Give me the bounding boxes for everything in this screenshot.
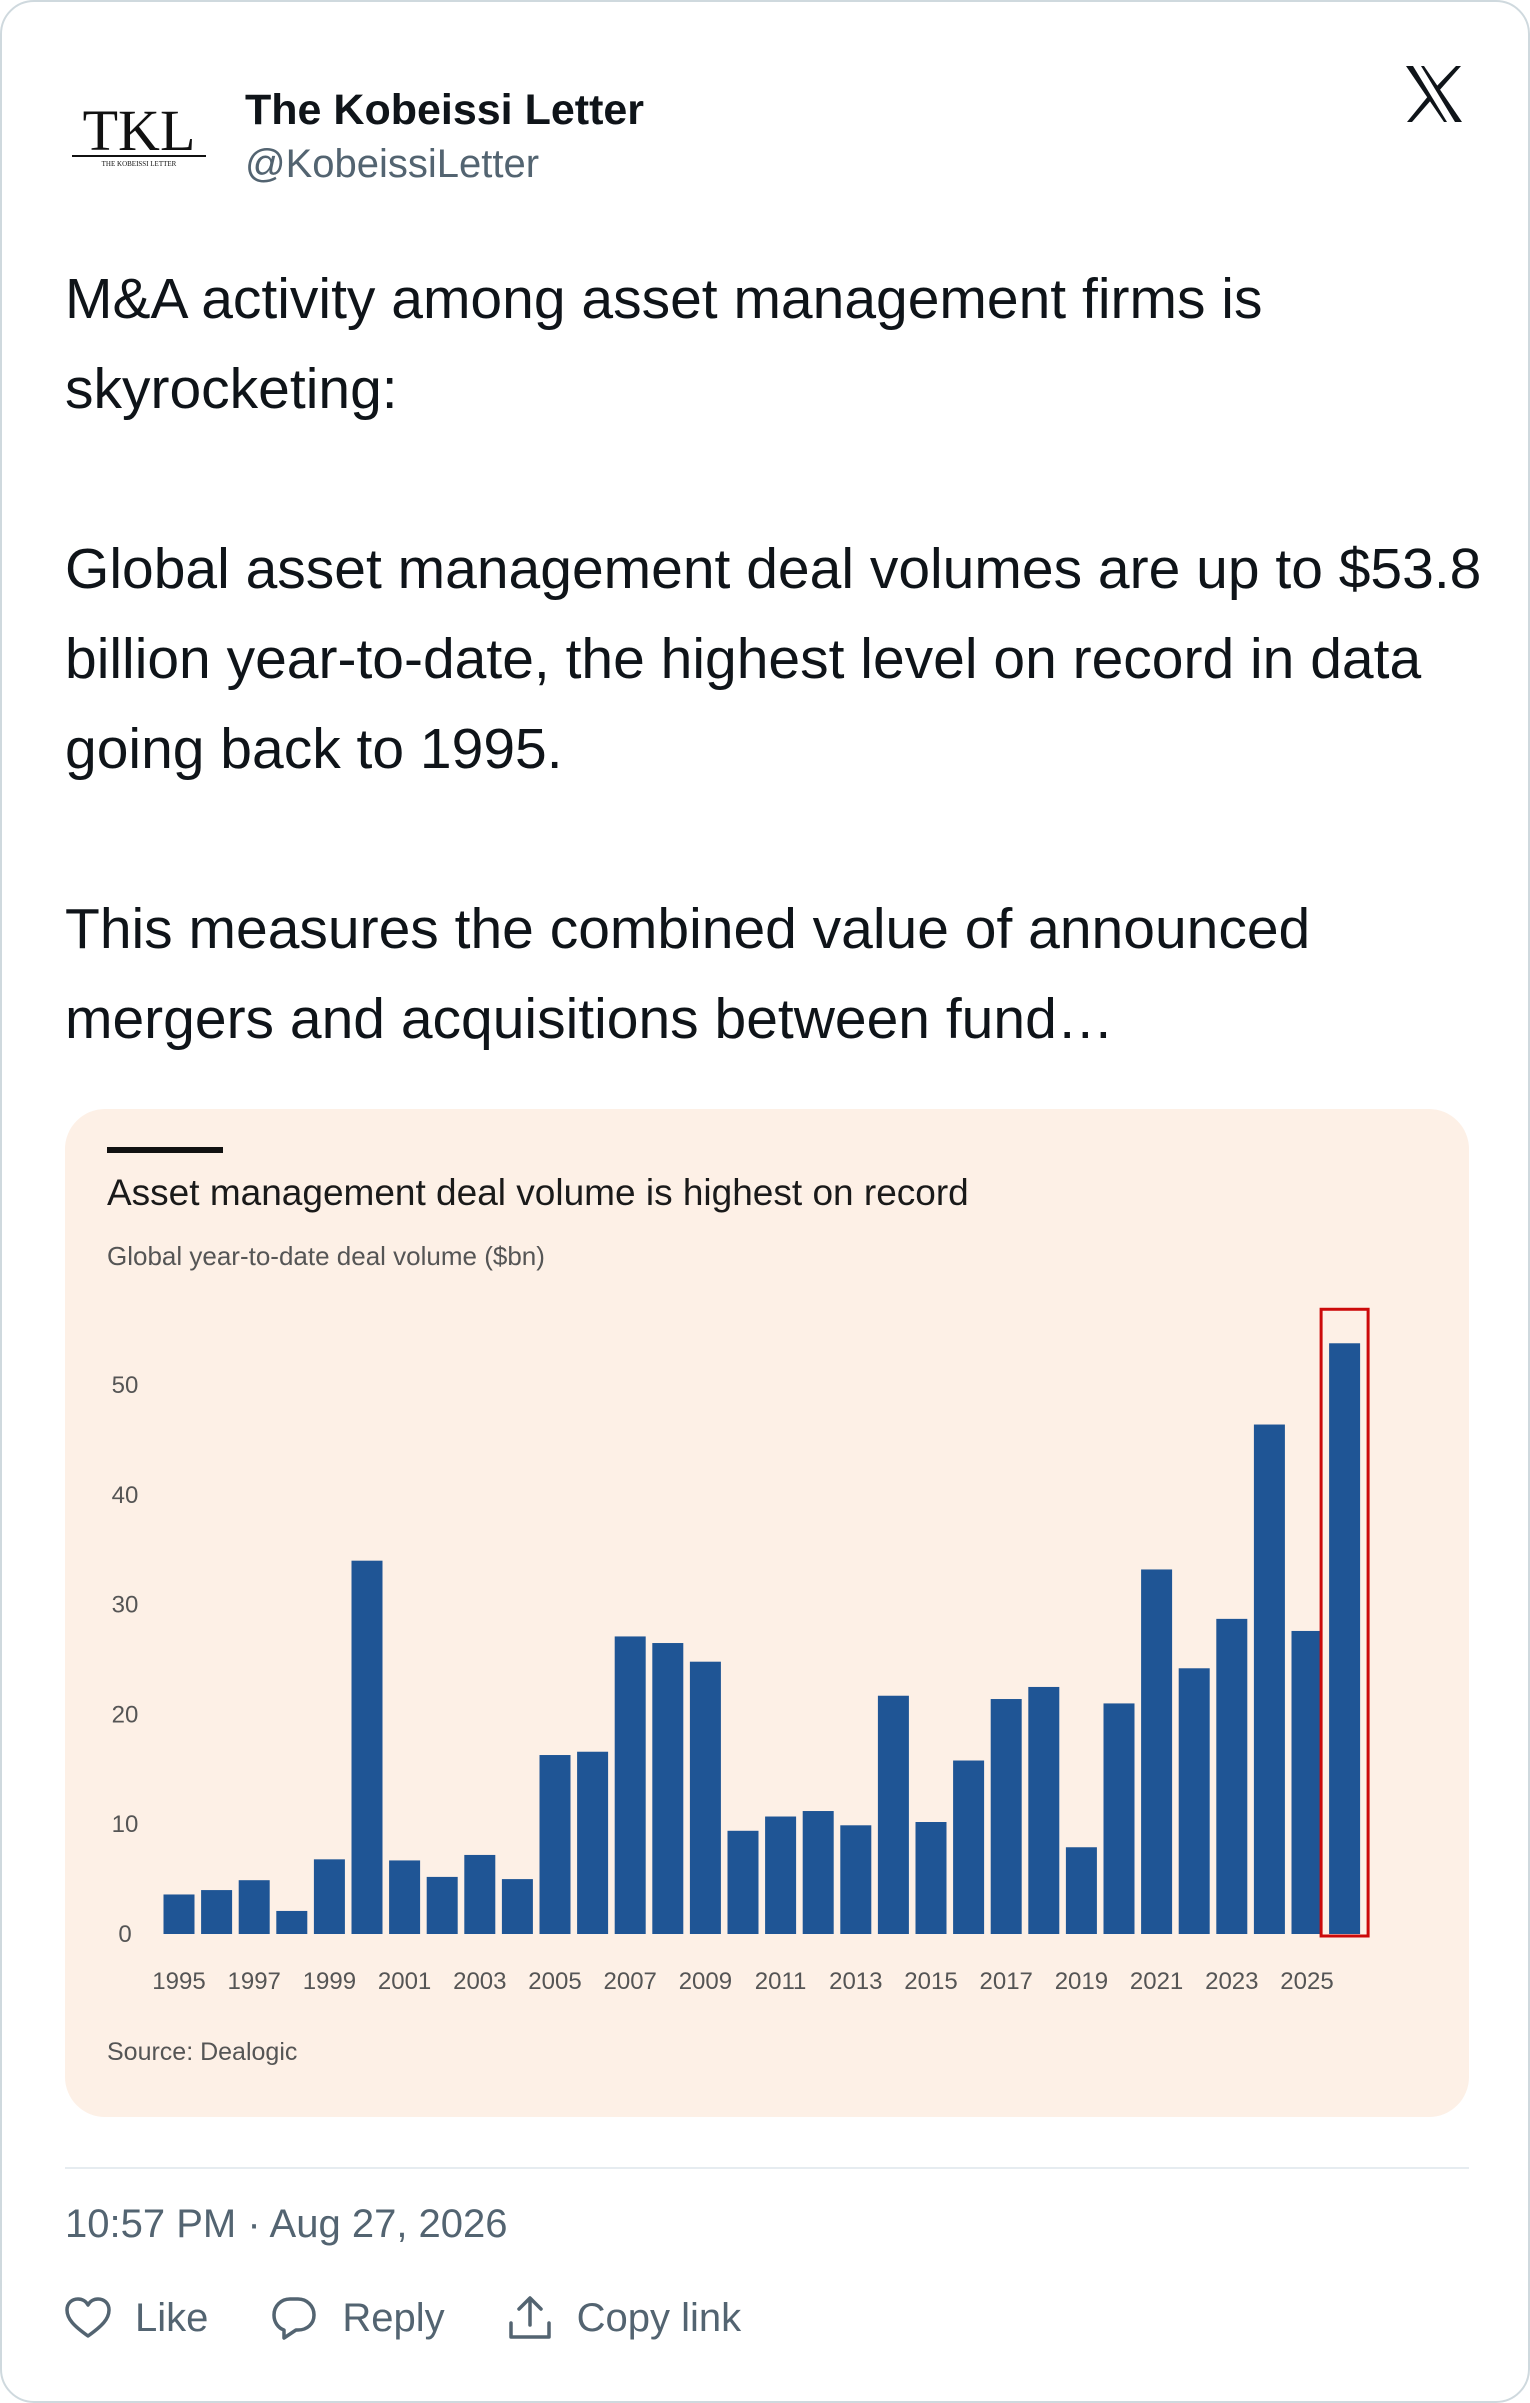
x-tick-label: 1999 <box>303 1968 356 1995</box>
x-tick-label: 2011 <box>755 1968 807 1995</box>
bar <box>840 1825 872 1934</box>
bar <box>201 1890 233 1934</box>
bar <box>1065 1847 1097 1934</box>
bar <box>577 1751 609 1934</box>
copy-link-label: Copy link <box>576 2295 742 2340</box>
x-logo-icon[interactable] <box>1404 64 1464 124</box>
share-upload-icon <box>508 2296 551 2339</box>
bar-chart: Asset management deal volume is highest … <box>107 1147 1370 2066</box>
x-tick-label: 2023 <box>1205 1968 1258 1995</box>
bar <box>389 1860 421 1934</box>
tweet-paragraph: Global asset management deal volumes are… <box>65 537 1482 781</box>
x-tick-label: 2005 <box>528 1968 581 1995</box>
reply-label: Reply <box>342 2295 445 2340</box>
bar <box>1329 1343 1361 1934</box>
bar <box>765 1816 797 1934</box>
x-tick-label: 2015 <box>904 1968 957 1995</box>
x-tick-label: 1997 <box>228 1968 281 1995</box>
tweet-text: M&A activity among asset management firm… <box>65 254 1485 1064</box>
timestamp[interactable]: 10:57 PM · Aug 27, 2026 <box>65 2202 508 2246</box>
bar <box>727 1830 759 1934</box>
chart-title: Asset management deal volume is highest … <box>107 1172 969 1213</box>
divider <box>65 2167 1469 2169</box>
bar <box>351 1560 383 1934</box>
bar <box>1028 1686 1060 1934</box>
chart-subtitle: Global year-to-date deal volume ($bn) <box>107 1241 545 1271</box>
x-tick-label: 2007 <box>604 1968 657 1995</box>
x-tick-label: 2021 <box>1130 1968 1183 1995</box>
y-tick-label: 20 <box>112 1701 139 1728</box>
author-name[interactable]: The Kobeissi Letter <box>245 86 645 134</box>
bar <box>915 1822 947 1934</box>
x-tick-label: 2001 <box>378 1968 431 1995</box>
chart-title-rule <box>107 1147 223 1153</box>
chart-image[interactable]: Asset management deal volume is highest … <box>65 1109 1469 2117</box>
bar <box>426 1876 458 1934</box>
y-tick-label: 10 <box>112 1811 139 1838</box>
x-tick-label: 1995 <box>152 1968 205 1995</box>
like-button[interactable]: Like <box>65 2296 208 2341</box>
avatar-logo-subtext: THE KOBEISSI LETTER <box>102 160 177 168</box>
y-tick-label: 30 <box>112 1592 139 1619</box>
x-tick-label: 2013 <box>829 1968 882 1995</box>
like-label: Like <box>135 2295 209 2340</box>
bar <box>238 1880 270 1934</box>
bar <box>313 1859 345 1934</box>
y-tick-label: 40 <box>112 1482 139 1509</box>
action-bar: Like Reply Copy link <box>65 2288 803 2348</box>
chart-source: Source: Dealogic <box>107 2038 297 2066</box>
y-tick-label: 50 <box>112 1372 139 1399</box>
bar <box>1291 1630 1323 1934</box>
heart-icon <box>65 2297 111 2338</box>
x-tick-label: 2017 <box>980 1968 1033 1995</box>
highlight-box <box>1319 1307 1370 1938</box>
bar <box>802 1811 834 1934</box>
bar <box>163 1894 195 1934</box>
x-tick-label: 2009 <box>679 1968 732 1995</box>
bar <box>953 1760 985 1934</box>
bar <box>1178 1668 1210 1934</box>
bar <box>652 1643 684 1934</box>
avatar[interactable]: TKL THE KOBEISSI LETTER <box>64 88 214 188</box>
bar <box>539 1755 571 1934</box>
bar <box>276 1910 308 1934</box>
tweet-paragraph: This measures the combined value of anno… <box>65 897 1311 1051</box>
bar <box>990 1699 1022 1934</box>
bar <box>877 1695 909 1934</box>
bar <box>1103 1703 1135 1934</box>
bar <box>1141 1569 1173 1934</box>
avatar-logo-text: TKL <box>83 98 196 163</box>
reply-button[interactable]: Reply <box>270 2295 445 2341</box>
speech-bubble-icon <box>272 2297 317 2340</box>
bar <box>614 1636 646 1934</box>
bar <box>1253 1424 1285 1934</box>
x-tick-label: 2003 <box>453 1968 506 1995</box>
x-tick-label: 2025 <box>1280 1968 1333 1995</box>
copy-link-button[interactable]: Copy link <box>507 2295 742 2341</box>
tweet-paragraph: M&A activity among asset management firm… <box>65 267 1263 421</box>
x-tick-label: 2019 <box>1055 1968 1108 1995</box>
bar <box>1216 1618 1248 1934</box>
bar <box>464 1854 496 1934</box>
y-tick-label: 0 <box>118 1921 131 1948</box>
bar <box>689 1661 721 1934</box>
bar <box>501 1879 533 1934</box>
author-handle[interactable]: @KobeissiLetter <box>245 142 540 186</box>
